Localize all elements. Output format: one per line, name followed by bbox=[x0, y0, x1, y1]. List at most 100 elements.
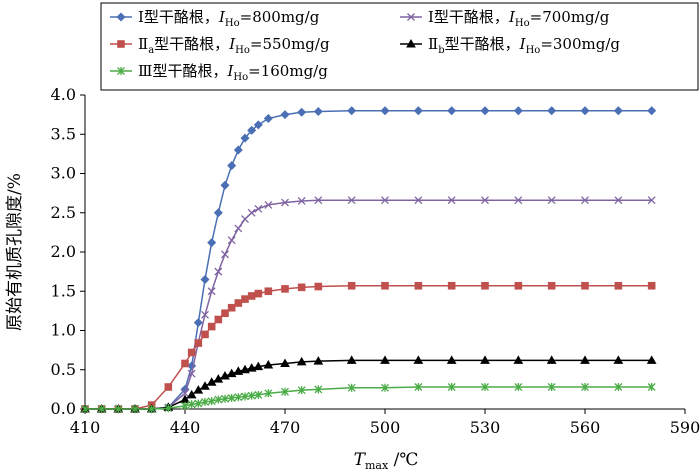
data-point bbox=[281, 387, 289, 396]
legend-label: Ⅱa型干酪根，IHo=550mg/g bbox=[138, 35, 330, 56]
data-point bbox=[207, 287, 216, 296]
data-point bbox=[313, 356, 324, 365]
data-point bbox=[240, 133, 250, 143]
legend-prefix-rest: 型干酪根， bbox=[154, 35, 229, 53]
data-point bbox=[254, 390, 263, 399]
data-point bbox=[241, 392, 249, 401]
data-point bbox=[380, 355, 390, 364]
y-tick-label: 1.0 bbox=[51, 321, 76, 340]
x-tick-label: 500 bbox=[370, 418, 401, 437]
legend-suffix: =700mg/g bbox=[530, 8, 610, 26]
legend-prefix: Ⅱ bbox=[138, 35, 148, 53]
y-tick-label: 3.5 bbox=[51, 124, 76, 143]
data-point bbox=[207, 397, 216, 406]
legend-label: Ⅱb型干酪根，IHo=300mg/g bbox=[428, 35, 620, 56]
data-point bbox=[547, 106, 557, 116]
data-point bbox=[181, 389, 189, 398]
x-tick-label: 560 bbox=[570, 418, 601, 437]
data-point bbox=[447, 196, 456, 205]
data-point bbox=[413, 355, 424, 364]
data-point bbox=[234, 393, 243, 402]
data-point bbox=[241, 295, 249, 303]
data-point bbox=[581, 196, 589, 205]
data-point bbox=[347, 106, 357, 116]
legend-item: Ⅰ型干酪根，IHo=800mg/g bbox=[110, 8, 320, 29]
y-tick-label: 2.5 bbox=[51, 203, 76, 222]
data-point bbox=[296, 356, 307, 366]
data-point bbox=[381, 383, 389, 392]
data-point bbox=[234, 224, 243, 233]
data-point bbox=[281, 198, 289, 207]
legend-symbol-sub: Ho bbox=[526, 45, 541, 56]
data-point bbox=[514, 281, 523, 290]
series-layer bbox=[80, 106, 657, 414]
data-point bbox=[97, 405, 106, 413]
legend-symbol: I bbox=[228, 35, 236, 53]
data-point bbox=[193, 318, 203, 328]
data-point bbox=[207, 238, 217, 248]
legend-symbol-sub: Ho bbox=[235, 45, 250, 56]
data-point bbox=[614, 383, 623, 392]
data-point bbox=[480, 355, 490, 364]
data-point bbox=[446, 355, 457, 364]
series-1 bbox=[80, 106, 657, 414]
data-point bbox=[414, 383, 423, 392]
legend-label: Ⅰ型干酪根，IHo=800mg/g bbox=[138, 8, 320, 29]
data-point bbox=[164, 404, 173, 413]
legend-swatch-marker bbox=[117, 67, 125, 75]
legend-symbol: I bbox=[226, 62, 234, 80]
data-point bbox=[314, 196, 323, 205]
y-tick-label: 4.0 bbox=[51, 85, 76, 104]
y-tick-label: 1.5 bbox=[51, 281, 76, 300]
data-point bbox=[187, 369, 196, 378]
data-point bbox=[227, 394, 236, 403]
data-point bbox=[194, 399, 203, 408]
data-point bbox=[647, 383, 656, 392]
data-point bbox=[201, 397, 209, 406]
data-point bbox=[214, 395, 223, 404]
x-tick-label: 470 bbox=[270, 418, 301, 437]
legend-swatch-marker bbox=[116, 12, 126, 22]
data-point bbox=[221, 394, 229, 403]
data-point bbox=[227, 303, 236, 312]
data-point bbox=[297, 197, 306, 205]
data-point bbox=[646, 355, 657, 364]
data-point bbox=[220, 371, 230, 380]
x-axis-title-sub: max bbox=[365, 459, 389, 472]
data-point bbox=[213, 208, 223, 218]
data-point bbox=[447, 281, 456, 290]
legend-label: Ⅰ型干酪根，IHo=700mg/g bbox=[428, 8, 610, 29]
data-point bbox=[297, 107, 307, 117]
data-point bbox=[280, 358, 290, 367]
legend-symbol: I bbox=[218, 8, 226, 26]
x-tick-label: 590 bbox=[670, 418, 700, 437]
data-point bbox=[481, 281, 489, 290]
data-point bbox=[164, 383, 173, 391]
x-axis-title-main: T bbox=[354, 450, 367, 470]
data-point bbox=[214, 267, 223, 276]
legend-label: Ⅲ型干酪根，IHo=160mg/g bbox=[138, 62, 328, 83]
data-point bbox=[481, 196, 489, 205]
data-point bbox=[221, 250, 229, 259]
data-point bbox=[297, 283, 306, 292]
data-point bbox=[580, 106, 590, 116]
series-line bbox=[85, 109, 652, 410]
data-point bbox=[264, 287, 273, 296]
legend-item: Ⅲ型干酪根，IHo=160mg/g bbox=[110, 62, 328, 83]
legend-swatch-marker bbox=[406, 38, 416, 48]
data-point bbox=[514, 196, 523, 205]
data-point bbox=[381, 281, 389, 290]
data-point bbox=[253, 120, 263, 130]
x-tick-label: 530 bbox=[470, 418, 501, 437]
data-point bbox=[380, 106, 390, 116]
legend-suffix: =160mg/g bbox=[248, 62, 328, 80]
data-point bbox=[613, 106, 623, 116]
legend-item: Ⅱa型干酪根，IHo=550mg/g bbox=[110, 35, 330, 56]
data-point bbox=[581, 281, 589, 290]
legend-suffix: =300mg/g bbox=[540, 35, 620, 53]
data-point bbox=[347, 196, 356, 205]
data-point bbox=[201, 310, 209, 319]
data-point bbox=[347, 383, 356, 392]
data-point bbox=[314, 385, 323, 394]
data-point bbox=[413, 106, 423, 116]
